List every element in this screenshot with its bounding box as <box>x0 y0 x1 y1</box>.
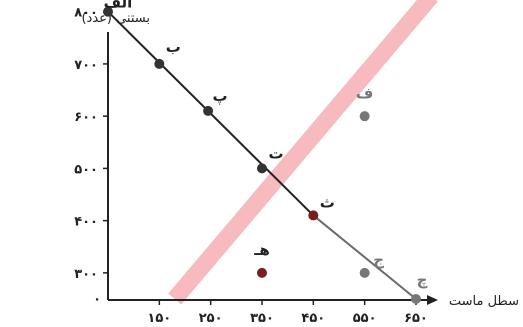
x-tick-label: ۳۵۰ <box>250 311 274 326</box>
red-band-layer <box>168 0 438 305</box>
y-tick-label: ۵۰۰ <box>74 162 98 177</box>
x-tick-label: ۱۵۰ <box>147 311 171 326</box>
point-label: الف <box>104 0 133 12</box>
x-tick-label: ۲۵۰ <box>199 311 223 326</box>
point-marker <box>256 163 267 174</box>
point-label: ث <box>320 193 335 211</box>
point-marker <box>103 6 113 17</box>
red-diagonal-band <box>168 0 438 305</box>
point-marker <box>256 267 267 278</box>
x-axis-label: سطل ماست <box>449 294 519 309</box>
point-label: ف <box>356 84 373 102</box>
x-tick-label: ۵۵۰ <box>353 311 377 326</box>
origin-label: ۰ <box>93 292 101 307</box>
point-label: پ <box>213 87 228 105</box>
axes: سطل ماست بستنی (عدد) ۰ <box>81 11 519 309</box>
point-label: هـ <box>253 241 270 259</box>
point-label: ب <box>166 38 181 56</box>
point-label: چ <box>417 271 428 289</box>
y-tick-label: ۶۰۰ <box>74 110 98 125</box>
y-tick-label: ۴۰۰ <box>74 215 98 230</box>
points: الف ب پ ت ث ج چ ف هـ <box>103 0 428 304</box>
point-marker <box>308 210 319 221</box>
x-tick-label: ۴۵۰ <box>301 311 325 326</box>
point-label: ت <box>268 144 283 162</box>
frontier-line-extension <box>312 214 417 300</box>
point-marker <box>359 111 370 122</box>
y-tick-label: ۳۰۰ <box>74 267 98 282</box>
point-marker <box>203 105 214 116</box>
y-tick-label: ۷۰۰ <box>74 58 98 73</box>
point-label: ج <box>373 251 384 269</box>
point-marker <box>154 58 165 69</box>
point-marker <box>359 267 370 278</box>
x-axis-arrowhead <box>427 295 438 305</box>
x-tick-label: ۶۵۰ <box>404 311 428 326</box>
y-tick-label: ۸۰۰ <box>74 6 98 21</box>
ticks: ۱۵۰ ۲۵۰ ۳۵۰ ۴۵۰ ۵۵۰ ۶۵۰ ۳۰۰ ۴۰۰ ۵۰۰ ۶۰۰ ۷۰۰ ۸۰۰ <box>74 6 428 326</box>
point-marker <box>410 294 421 304</box>
